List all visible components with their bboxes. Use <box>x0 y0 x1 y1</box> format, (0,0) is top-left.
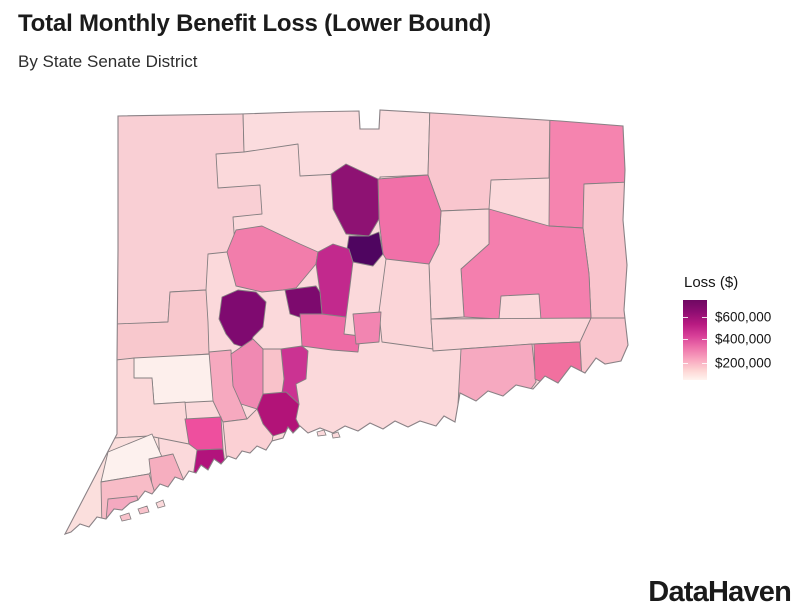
legend-tick-mark <box>683 339 688 340</box>
district-east-border-band <box>582 181 628 319</box>
legend-tick-mark <box>702 317 707 318</box>
page-subtitle: By State Senate District <box>18 52 198 71</box>
district-middletown-ring <box>352 311 382 345</box>
island-thimble-2 <box>331 431 341 439</box>
legend-tick-mark <box>702 339 707 340</box>
district-danbury <box>113 357 190 445</box>
island-norwalk-2 <box>137 505 150 515</box>
page-title: Total Monthly Benefit Loss (Lower Bound) <box>18 10 491 37</box>
legend-tick-mark <box>683 363 688 364</box>
district-stonington <box>579 317 628 381</box>
coastal-islands <box>119 429 341 522</box>
datahaven-logo: DataHaven <box>648 576 792 608</box>
state-outline <box>63 109 629 535</box>
legend-tick-label: $200,000 <box>715 355 772 371</box>
district-windsor-bloomfield <box>330 163 380 237</box>
legend-tick-mark <box>683 317 688 318</box>
island-norwalk-3 <box>155 499 166 509</box>
legend-tick-label: $400,000 <box>715 331 772 347</box>
district-newington-strip <box>315 243 354 318</box>
legend-tick-mark <box>702 363 707 364</box>
district-trumbull-stratford <box>184 416 224 451</box>
district-waterbury <box>218 289 267 350</box>
legend-gradient-bar <box>683 300 707 380</box>
legend-body: $600,000 $400,000 $200,000 <box>683 300 798 386</box>
district-east-shoreline <box>457 343 537 415</box>
district-manchester <box>377 174 442 267</box>
district-glastonbury-middletown <box>378 258 434 350</box>
legend: Loss ($) $600,000 $400,000 $200,000 <box>683 274 798 386</box>
legend-tick-label: $600,000 <box>715 309 772 325</box>
island-thimble-1 <box>316 429 327 437</box>
district-layer <box>65 110 628 534</box>
island-norwalk-1 <box>119 512 132 522</box>
legend-title: Loss ($) <box>684 274 739 291</box>
